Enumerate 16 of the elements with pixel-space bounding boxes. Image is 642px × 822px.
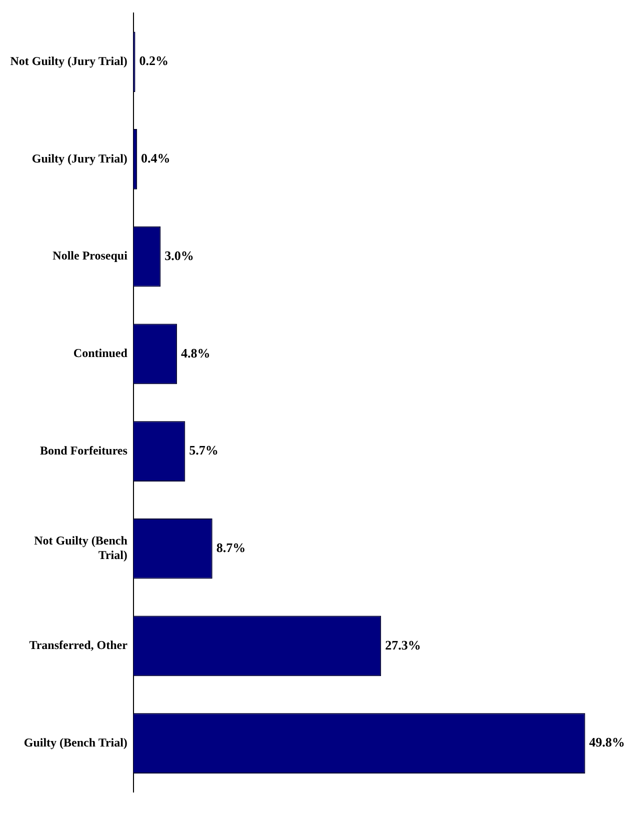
data-label: 8.7% — [216, 540, 246, 555]
y-tick-label: Continued — [73, 346, 128, 360]
y-tick-label: Nolle Prosequi — [52, 248, 128, 263]
y-tick-label: Bond Forfeitures — [40, 443, 128, 458]
data-label: 49.8% — [589, 734, 625, 750]
y-tick-label: Guilty (Bench Trial) — [24, 735, 128, 750]
y-tick-label: Not Guilty (Jury Trial) — [10, 54, 128, 68]
data-label: 5.7% — [189, 442, 218, 458]
y-tick-label: Not Guilty (Bench Trial) — [34, 534, 128, 562]
data-label: 3.0% — [164, 248, 194, 263]
data-label: 27.3% — [385, 637, 421, 652]
data-label: 0.2% — [139, 53, 168, 68]
y-tick-label: Guilty (Jury Trial) — [32, 151, 128, 166]
y-tick-label: Transferred, Other — [29, 638, 128, 652]
data-label: 0.4% — [141, 150, 170, 166]
data-label: 4.8% — [180, 345, 210, 360]
